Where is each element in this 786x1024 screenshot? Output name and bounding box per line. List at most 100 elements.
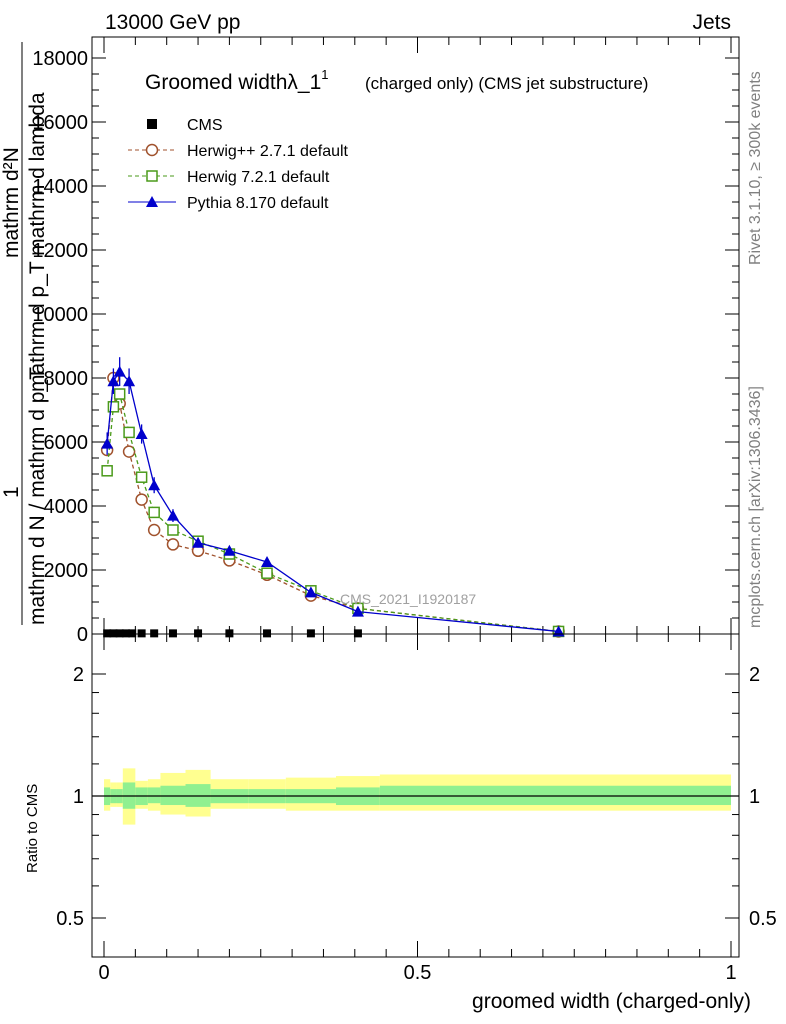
pythia-data-point (113, 365, 126, 377)
main-x-axis (103, 37, 732, 634)
header-energy-label: 13000 GeV pp (105, 11, 240, 34)
cms-data-point (225, 629, 234, 638)
main-y-axis: 0 2000 4000 6000 8000 10000 12000 14000 16000 180… (32, 48, 739, 646)
legend: CMS Herwig++ 2.7.1 default Herwig 7.2.1 … (128, 117, 349, 212)
header-process-label: Jets (692, 11, 731, 34)
ratio-x-axis: 0 0.5 1 (98, 634, 737, 984)
plot-title: Groomed widthλ_11 (145, 67, 329, 94)
herwig7-data-point (261, 567, 273, 579)
legend-item-pythia: Pythia 8.170 default (128, 195, 329, 212)
pythia-data-point (123, 375, 136, 387)
main-y-tick-label: 12000 (32, 240, 88, 262)
herwig7-data-point (123, 426, 135, 439)
series-line (106, 377, 559, 633)
series-line (106, 392, 559, 633)
ratio-bands (104, 768, 731, 825)
legend-pythia-label: Pythia 8.170 default (187, 195, 329, 212)
legend-herwig7-marker (146, 170, 158, 182)
cms-data-point (194, 629, 203, 638)
series-pythia-8-170-default (101, 357, 565, 637)
analysis-watermark: CMS_2021_I1920187 (340, 591, 476, 607)
ratio-y-tick-label: 1 (73, 786, 84, 808)
main-y-tick-label: 18000 (32, 48, 88, 70)
legend-herwigpp-marker (145, 143, 159, 157)
legend-item-herwigpp: Herwig++ 2.7.1 default (128, 143, 349, 160)
cms-data-point (150, 629, 159, 638)
series-herwig-2-7-1-default (100, 371, 565, 638)
herwigpp-data-point (135, 493, 148, 506)
herwig7-data-point (101, 465, 113, 477)
ratio-stat-band (147, 787, 161, 804)
pythia-data-point (148, 479, 161, 491)
legend-cms-label: CMS (187, 117, 223, 134)
legend-pythia-marker (146, 196, 158, 207)
pythia-data-point (166, 509, 179, 521)
ratio-stat-band (379, 785, 731, 806)
main-y-tick-label: 0 (77, 624, 88, 646)
cms-data-point (109, 629, 118, 638)
ratio-y-axis: 0.5 0.5 1 1 2 2 (56, 664, 777, 930)
main-y-tick-label: 10000 (32, 304, 88, 326)
rivet-version-label: Rivet 3.1.10, ≥ 300k events (747, 71, 764, 265)
x-tick-label: 0.5 (404, 962, 432, 984)
pythia-data-point (101, 437, 114, 449)
herwig7-data-point (107, 401, 120, 413)
mcplots-label: mcplots.cern.ch [arXiv:1306.3436] (747, 386, 764, 628)
ratio-y-tick-label-right: 0.5 (749, 908, 777, 930)
ylabel-frac-top2: mathrm d p_T mathrm d lambda (26, 92, 49, 392)
series-layer (100, 357, 565, 638)
ratio-stat-band (160, 785, 186, 806)
cms-data-point (168, 629, 177, 638)
x-tick-label: 0 (98, 962, 109, 984)
main-y-tick-label: 8000 (44, 368, 89, 390)
ratio-y-tick-label-right: 2 (749, 664, 760, 686)
ratio-y-axis-label: Ratio to CMS (24, 784, 41, 873)
plot-title-sup: 1 (321, 67, 328, 82)
herwig7-data-point (135, 471, 148, 483)
main-y-tick-label: 6000 (44, 432, 89, 454)
cms-data-point (137, 629, 146, 638)
ylabel-frac-top: mathrm d²N (0, 147, 23, 258)
legend-cms-marker (147, 119, 157, 129)
plot-title-suffix: (charged only) (CMS jet substructure) (365, 74, 648, 93)
cms-data-point (128, 629, 137, 638)
ylabel-numerator: 1 (0, 486, 23, 498)
herwig7-data-point (148, 506, 160, 519)
cms-data-point (103, 629, 112, 638)
series-cms (103, 629, 362, 638)
cms-data-point (306, 629, 315, 638)
herwigpp-data-point (122, 445, 136, 458)
series-line (106, 370, 559, 633)
x-tick-label: 1 (725, 962, 736, 984)
pythia-data-point (304, 586, 317, 598)
cms-data-point (263, 629, 272, 638)
cms-data-point (353, 629, 362, 638)
pythia-data-point (351, 605, 364, 617)
cms-data-point (121, 629, 130, 638)
ratio-x-axis-label: groomed width (charged-only) (472, 990, 751, 1013)
herwig7-data-point (167, 524, 179, 536)
main-y-axis-label: 1 mathrm d N / mathrm d p_T mathrm d²N m… (0, 42, 49, 625)
main-y-tick-label: 2000 (44, 560, 89, 582)
legend-item-herwig7: Herwig 7.2.1 default (128, 169, 330, 186)
pythia-data-point (223, 544, 236, 556)
legend-herwigpp-label: Herwig++ 2.7.1 default (187, 143, 349, 160)
main-y-tick-label: 4000 (44, 496, 89, 518)
pythia-data-point (261, 556, 274, 567)
pythia-data-point (135, 428, 148, 439)
ratio-y-tick-label: 2 (73, 664, 84, 686)
ratio-y-tick-label: 0.5 (56, 908, 84, 930)
legend-item-cms: CMS (147, 117, 223, 134)
legend-herwig7-label: Herwig 7.2.1 default (187, 169, 330, 186)
herwigpp-data-point (147, 523, 161, 537)
ylabel-denominator: mathrm d N / mathrm d p_T (26, 367, 49, 625)
pythia-data-point (107, 375, 120, 387)
main-y-tick-label: 16000 (32, 112, 88, 134)
herwig7-data-point (113, 388, 126, 400)
pythia-data-point (192, 536, 205, 548)
ratio-y-tick-label-right: 1 (749, 786, 760, 808)
cms-data-point (115, 629, 124, 638)
main-y-tick-label: 14000 (32, 176, 88, 198)
plot-title-main: Groomed widthλ_1 (145, 71, 321, 94)
